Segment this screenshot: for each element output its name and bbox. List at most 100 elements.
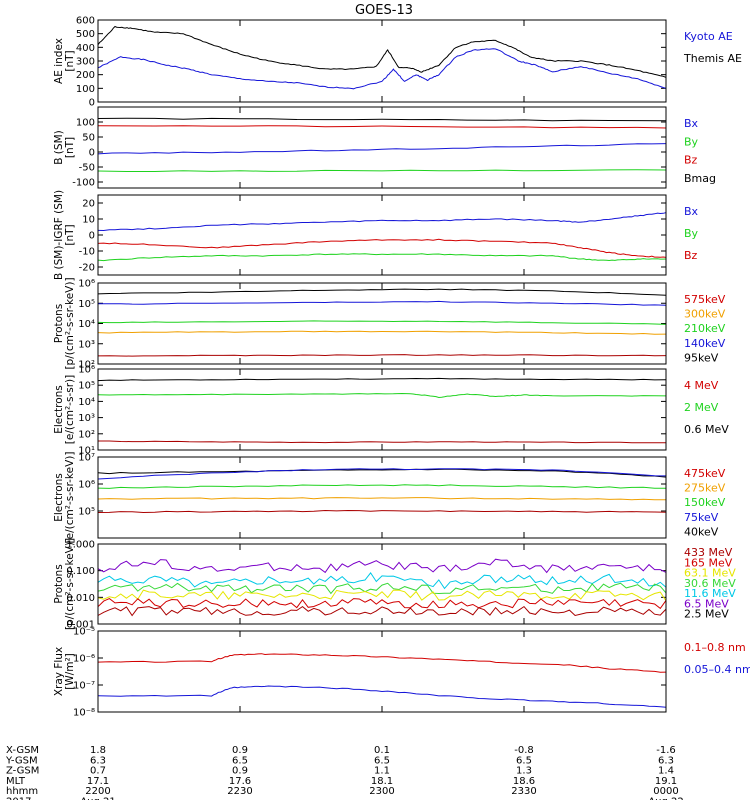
legend-entry: 0.6 MeV	[684, 423, 729, 436]
panel-frame	[97, 19, 667, 103]
legend-entry: 475keV	[684, 467, 726, 480]
ytick-label: 10⁶	[78, 480, 95, 491]
ytick-label: 10⁻⁵	[73, 627, 95, 638]
panel-frame	[97, 368, 667, 451]
y-axis-label: B (SM)-IGRF (SM)[nT]	[53, 190, 76, 280]
panel-3: -20 -10 0 10 20 B (SM)-IGRF (SM)[nT] Bx By Bz	[53, 190, 699, 280]
series-275kev	[97, 497, 666, 501]
series-0-1-0-8-nm	[97, 653, 667, 673]
legend-entry: 0.1–0.8 nm	[684, 641, 746, 654]
series-bx	[97, 212, 667, 232]
y-axis-label: Xray Flux[W/m²]	[53, 647, 76, 696]
footer-value: Aug 21	[80, 797, 115, 800]
y-axis-label: AE index[nT]	[53, 38, 76, 84]
y-axis-label: B (SM)[nT]	[53, 130, 76, 164]
y-axis-label-line: [nT]	[64, 50, 76, 71]
ytick-label: 10⁻⁸	[73, 708, 95, 719]
ytick-label: 10⁵	[78, 507, 95, 518]
ytick-label: 10⁻⁶	[73, 654, 95, 665]
footer-value: 6.5	[516, 755, 532, 766]
ytick-label: 10⁵	[78, 299, 95, 310]
y-axis-label-line: [p/(cm²-s-sr-keV)]	[64, 538, 76, 630]
ytick-label: 0.100	[66, 566, 95, 577]
panel-frame	[97, 456, 667, 539]
y-axis-label-line: [e/(cm²-s-sr)]	[64, 375, 76, 444]
legend-entry: 150keV	[684, 496, 726, 509]
series-by	[97, 253, 667, 262]
footer-value: 2330	[511, 786, 536, 797]
footer-row-label: 2017	[6, 797, 31, 800]
ytick-label: 10⁷	[78, 453, 95, 464]
ytick-label: 1.000	[66, 540, 95, 551]
ytick-label: 500	[76, 29, 95, 40]
legend-entry: Bx	[684, 117, 699, 130]
panel-frame	[97, 282, 667, 365]
y-axis-label: Protons[p/(cm²-s-sr-keV)]	[53, 277, 76, 369]
legend-entry: 40keV	[684, 525, 719, 538]
footer-value: 18.6	[513, 776, 535, 787]
legend-entry: 63.1 MeV	[684, 567, 736, 580]
ytick-label: 10⁶	[78, 365, 95, 376]
orbit-footer: X-GSMY-GSMZ-GSMMLThhmm20171.86.30.717.12…	[5, 745, 684, 800]
ytick-label: 0	[89, 231, 95, 242]
footer-value: 6.3	[90, 755, 106, 766]
legend-entry: 300keV	[684, 308, 726, 321]
legend-entry: By	[684, 227, 699, 240]
footer-value: 0.9	[232, 766, 248, 777]
legend-entry: 95keV	[684, 351, 719, 364]
series-63-1-mev	[97, 589, 667, 602]
ytick-label: 200	[76, 70, 95, 81]
y-axis-label: Protons[p/(cm²-s-sr-keV)]	[53, 538, 76, 630]
footer-row-label: Y-GSM	[5, 755, 38, 766]
footer-value: 2230	[227, 786, 252, 797]
y-axis-label-line: B (SM)-IGRF (SM)	[53, 190, 65, 280]
legend-entry: 165 MeV	[684, 556, 733, 569]
ytick-label: 0.010	[66, 593, 95, 604]
footer-value: 1.8	[90, 745, 106, 756]
series-kyoto-ae	[97, 48, 667, 90]
footer-value: 6.5	[374, 755, 390, 766]
y-axis-label: Electrons[e/(cm²-s-sr)]	[53, 375, 76, 444]
series-2-mev	[97, 392, 667, 399]
legend-entry: 4 MeV	[684, 379, 719, 392]
y-axis-label-line: [p/(cm²-s-sr-keV)]	[64, 277, 76, 369]
y-axis-label-line: Protons	[53, 564, 65, 603]
footer-value: 6.3	[658, 755, 674, 766]
footer-value: 2300	[369, 786, 394, 797]
y-axis-label-line: [nT]	[64, 137, 76, 158]
ytick-label: 10⁶	[78, 279, 95, 290]
legend-entry: Bz	[684, 154, 698, 167]
ytick-label: -10	[79, 247, 95, 258]
legend-entry: 30.6 MeV	[684, 577, 736, 590]
footer-value: 0.7	[90, 766, 106, 777]
legend-entry: 11.6 MeV	[684, 587, 736, 600]
y-axis-label-line: [e/(cm²-s-sr-keV)]	[64, 452, 76, 544]
series-95kev	[97, 288, 667, 296]
y-axis-label-line: [W/m²]	[64, 653, 76, 690]
ytick-label: 10³	[78, 413, 95, 424]
footer-value: 19.1	[655, 776, 677, 787]
legend-entry: 2.5 MeV	[684, 608, 729, 621]
panel-frame	[97, 194, 667, 276]
series-210kev	[97, 320, 667, 325]
ytick-label: 10¹	[78, 446, 95, 457]
legend-entry: Bmag	[684, 172, 716, 185]
legend-entry: 0.05–0.4 nm	[684, 663, 750, 676]
y-axis-label-line: [nT]	[64, 224, 76, 245]
ytick-label: 600	[76, 16, 95, 27]
panel-frame	[97, 106, 667, 189]
series-575kev	[97, 354, 667, 357]
footer-value: 17.1	[87, 776, 109, 787]
panel-8: 10⁻⁸ 10⁻⁷ 10⁻⁶ 10⁻⁵ Xray Flux[W/m²] 0.1–0.8 n…	[53, 627, 750, 719]
series-165-mev	[97, 598, 667, 610]
panel-frame	[97, 543, 667, 625]
ytick-label: 100	[76, 118, 95, 129]
panel-frame	[97, 630, 667, 713]
legend-entry: Bx	[684, 205, 699, 218]
ytick-label: 0.001	[66, 620, 95, 631]
series-140kev	[97, 300, 667, 306]
ytick-label: 400	[76, 43, 95, 54]
